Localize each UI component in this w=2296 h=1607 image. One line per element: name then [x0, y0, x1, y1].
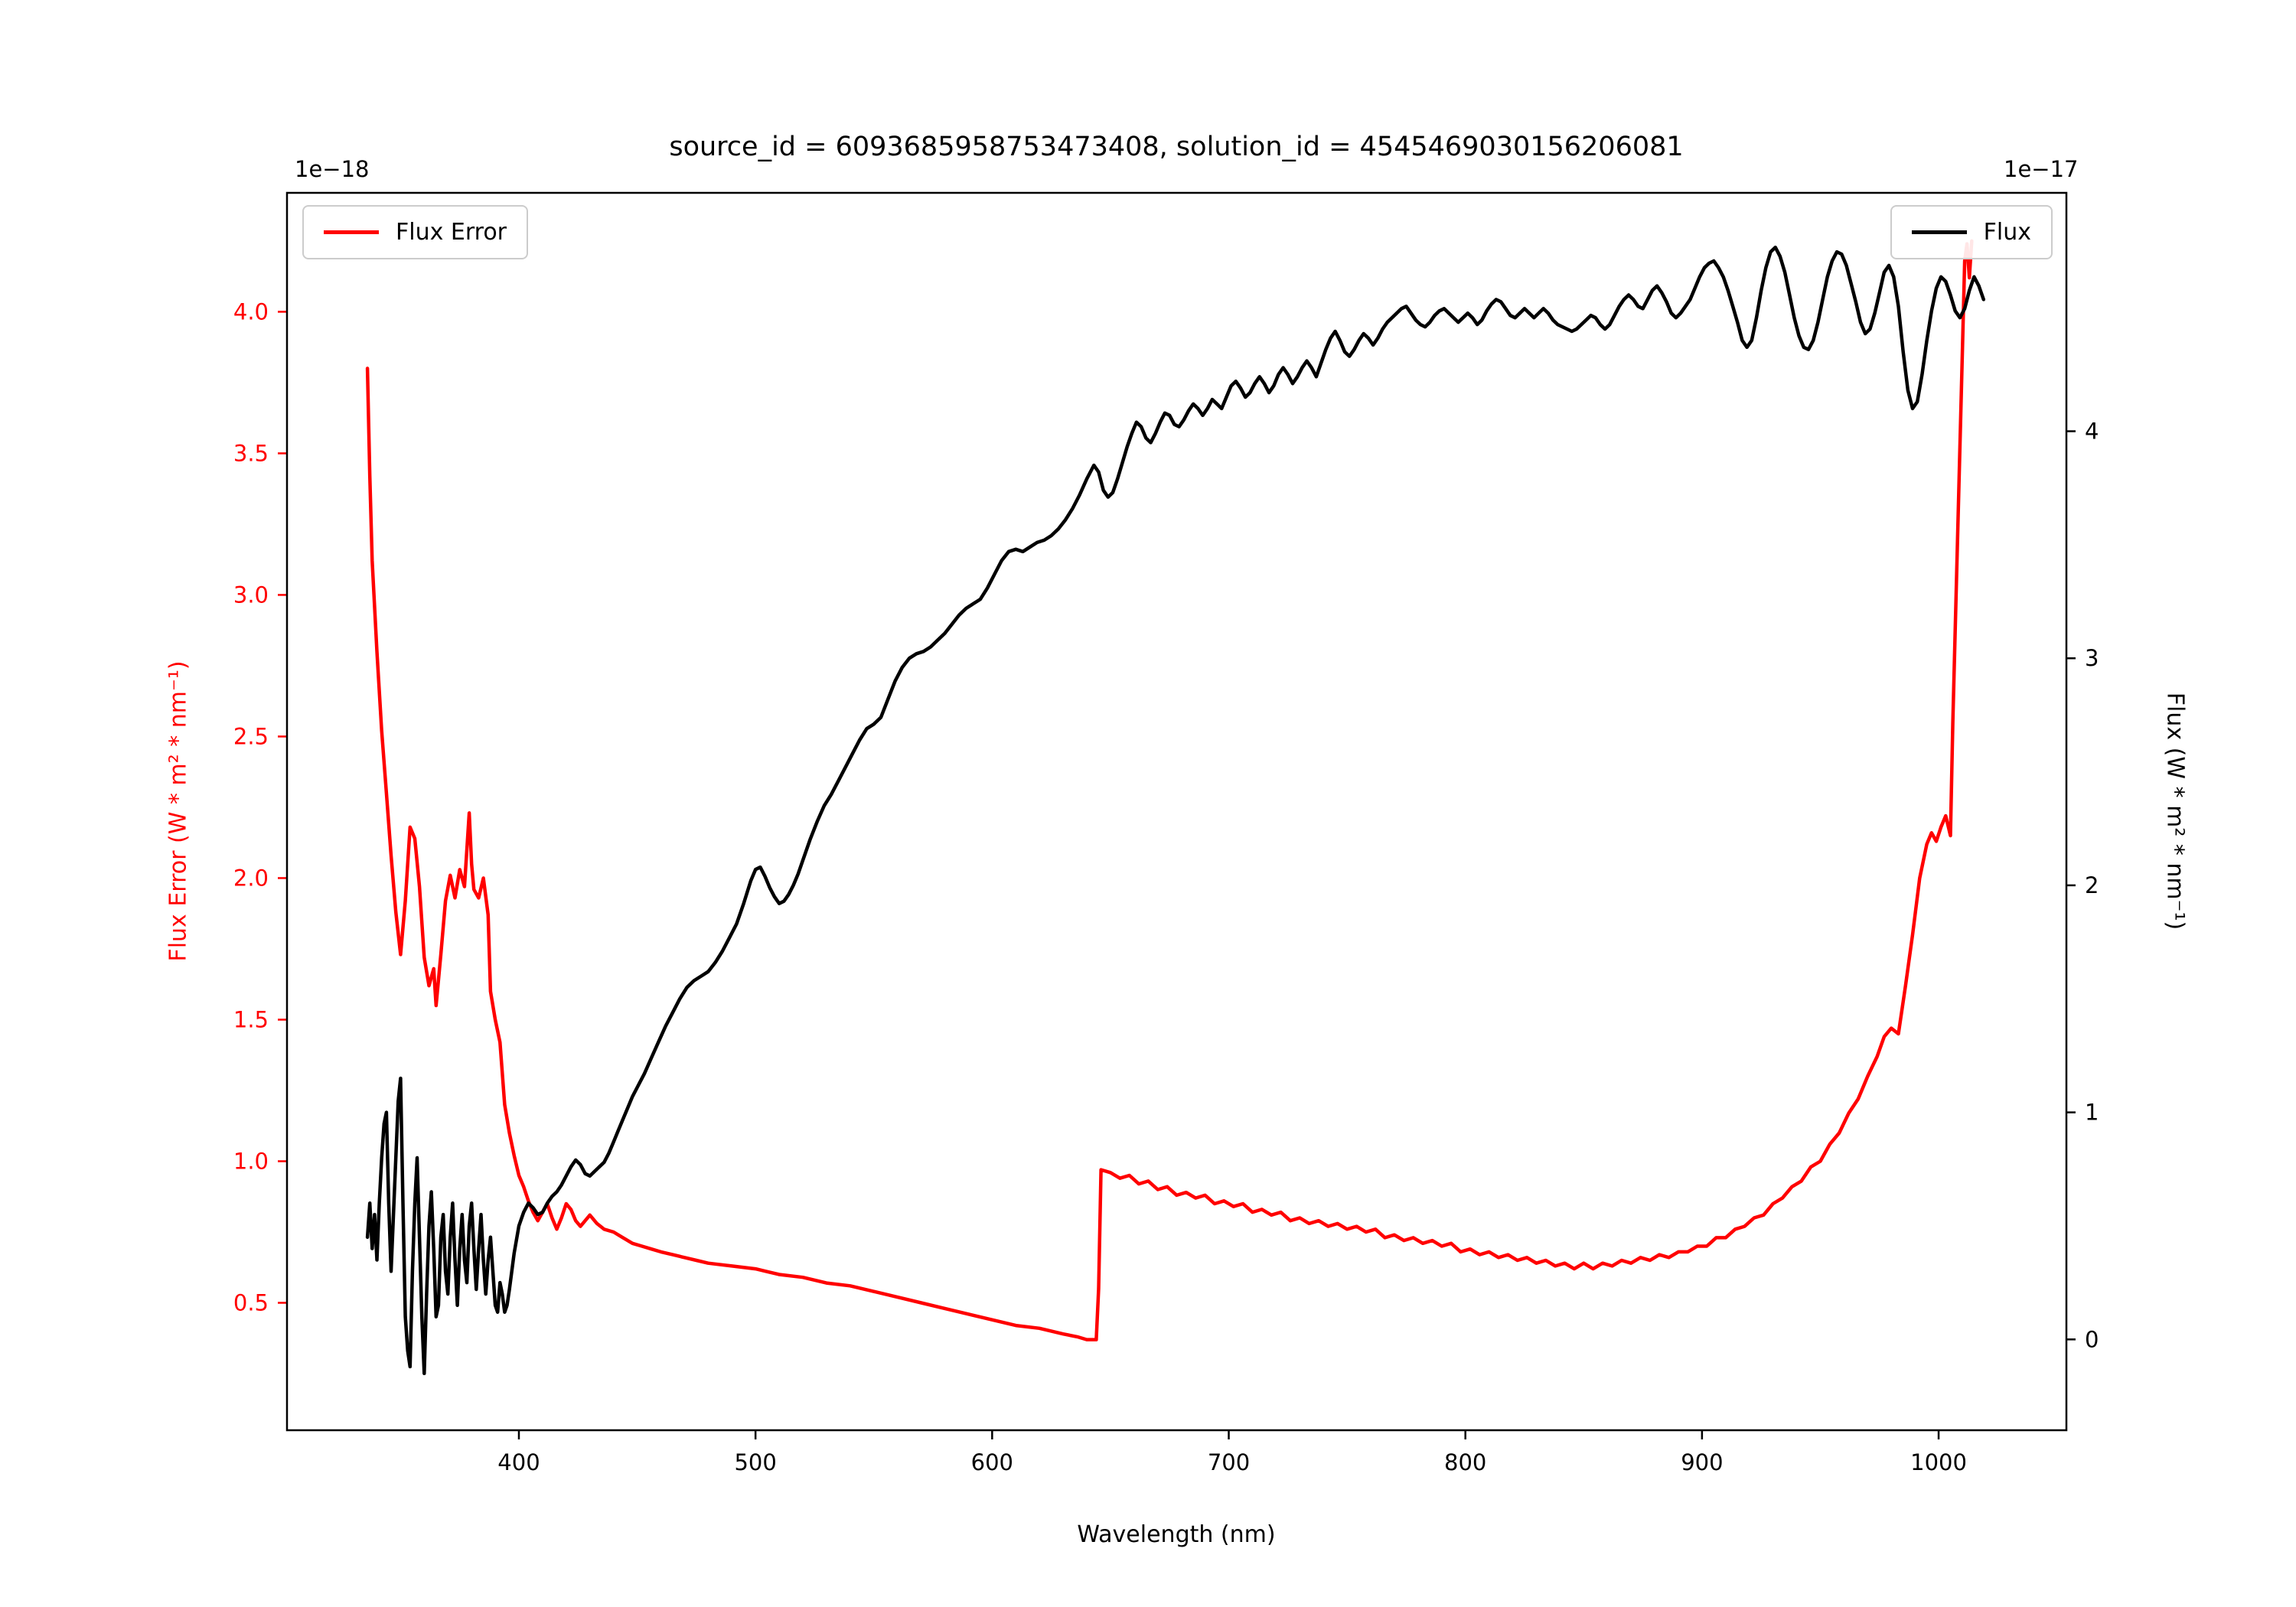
- right-axis-offset-text: 1e−17: [2004, 156, 2079, 182]
- left-y-tick-label: 3.5: [233, 440, 269, 466]
- x-tick-label: 900: [1681, 1449, 1723, 1475]
- left-y-tick-label: 3.0: [233, 582, 269, 608]
- right-y-tick-label: 3: [2085, 645, 2099, 671]
- legend-flux-label: Flux: [1983, 219, 2031, 246]
- x-axis-label: Wavelength (nm): [1077, 1521, 1276, 1548]
- x-tick-label: 600: [971, 1449, 1013, 1475]
- right-y-tick-label: 1: [2085, 1100, 2099, 1126]
- left-y-tick-label: 4.0: [233, 298, 269, 324]
- flux-error-legend-line-icon: [324, 230, 379, 234]
- left-y-axis-label: Flux Error (W * m² * nm⁻¹): [165, 660, 192, 962]
- left-axis-offset-text: 1e−18: [295, 156, 370, 182]
- right-y-tick-label: 2: [2085, 872, 2099, 898]
- x-tick-label: 500: [734, 1449, 776, 1475]
- flux-legend-line-icon: [1911, 230, 1967, 234]
- legend-flux: Flux: [1890, 205, 2053, 259]
- axes-frame: [285, 191, 2068, 1432]
- legend-flux-error-label: Flux Error: [396, 219, 507, 246]
- left-y-tick-label: 2.0: [233, 865, 269, 891]
- left-y-tick-label: 1.0: [233, 1148, 269, 1174]
- x-tick-label: 800: [1444, 1449, 1486, 1475]
- left-y-tick-label: 2.5: [233, 723, 269, 749]
- chart-title: source_id = 6093685958753473408, solutio…: [669, 132, 1684, 162]
- right-y-tick-label: 0: [2085, 1326, 2099, 1352]
- x-tick-label: 400: [497, 1449, 540, 1475]
- flux-line: [365, 245, 1986, 1376]
- legend-flux-error: Flux Error: [302, 205, 529, 259]
- right-y-axis-label: Flux (W * m² * nm⁻¹): [2161, 692, 2189, 931]
- right-y-tick-label: 4: [2085, 419, 2099, 445]
- flux-error-line: [365, 239, 1974, 1341]
- left-y-tick-label: 0.5: [233, 1289, 269, 1315]
- x-tick-label: 700: [1208, 1449, 1250, 1475]
- left-y-tick-label: 1.5: [233, 1006, 269, 1032]
- x-tick-label: 1000: [1910, 1449, 1967, 1475]
